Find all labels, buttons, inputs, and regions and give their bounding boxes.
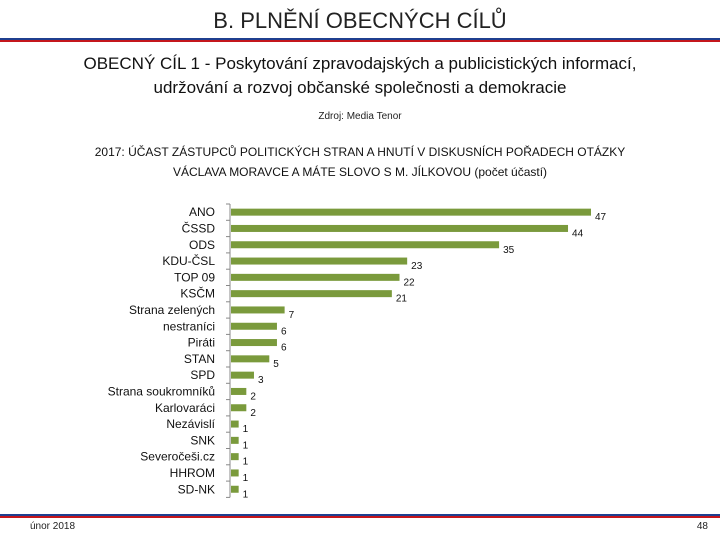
- chart-title: 2017: ÚČAST ZÁSTUPCŮ POLITICKÝCH STRAN A…: [40, 142, 680, 182]
- bar: [231, 485, 239, 493]
- category-label: SD-NK: [178, 482, 215, 496]
- goal-line-2: udržování a rozvoj občanské společnosti …: [153, 78, 567, 97]
- bar: [231, 404, 247, 412]
- header-rule-blue: [0, 38, 720, 40]
- value-label: 1: [243, 457, 249, 468]
- value-label: 2: [250, 391, 256, 402]
- footer-date: únor 2018: [30, 521, 76, 532]
- chart-title-line-1: 2017: ÚČAST ZÁSTUPCŮ POLITICKÝCH STRAN A…: [94, 145, 626, 159]
- category-label: Nezávislí: [166, 417, 215, 431]
- category-label: Strana soukromníků: [108, 384, 215, 398]
- value-label: 23: [411, 261, 423, 272]
- bar: [231, 322, 277, 330]
- category-label: SNK: [190, 433, 215, 447]
- category-label: TOP 09: [174, 270, 215, 284]
- category-label: SPD: [190, 368, 215, 382]
- value-label: 35: [503, 245, 515, 256]
- category-label: KDU-ČSL: [162, 253, 215, 268]
- value-label: 2: [250, 408, 256, 419]
- bar: [231, 420, 239, 428]
- value-label: 1: [243, 473, 249, 484]
- bar: [231, 306, 285, 314]
- category-label: KSČM: [180, 286, 215, 301]
- value-label: 3: [258, 375, 264, 386]
- value-label: 6: [281, 343, 287, 354]
- category-label: Severočeši.cz: [140, 450, 215, 464]
- category-label: Piráti: [188, 336, 215, 350]
- slide-title: B. PLNĚNÍ OBECNÝCH CÍLŮ: [213, 8, 507, 33]
- page-number: 48: [696, 521, 708, 532]
- value-label: 7: [289, 310, 295, 321]
- category-label: Karlovaráci: [155, 401, 215, 415]
- bar: [231, 208, 591, 216]
- goal-line-1: OBECNÝ CÍL 1 - Poskytování zpravodajskýc…: [83, 54, 637, 73]
- value-label: 1: [243, 440, 249, 451]
- bar: [231, 290, 392, 298]
- goal-heading: OBECNÝ CÍL 1 - Poskytování zpravodajskýc…: [30, 52, 690, 100]
- bar: [231, 371, 254, 379]
- bar: [231, 469, 239, 477]
- value-label: 22: [404, 277, 416, 288]
- value-label: 44: [572, 228, 584, 239]
- value-label: 47: [595, 212, 607, 223]
- source-note: Zdroj: Media Tenor: [318, 111, 402, 122]
- bar: [231, 355, 270, 363]
- category-label: STAN: [184, 352, 215, 366]
- value-label: 21: [396, 294, 408, 305]
- category-label: ČSSD: [182, 220, 216, 235]
- chart-title-line-2: VÁCLAVA MORAVCE A MÁTE SLOVO S M. JÍLKOV…: [172, 165, 548, 179]
- value-label: 1: [243, 424, 249, 435]
- footer-rule-blue: [0, 514, 720, 516]
- value-label: 1: [243, 489, 249, 500]
- category-label: Strana zelených: [129, 303, 215, 317]
- header-rule-red: [0, 40, 720, 42]
- bar: [231, 257, 408, 265]
- bar: [231, 387, 247, 395]
- category-label: nestraníci: [163, 319, 215, 333]
- bar: [231, 224, 569, 232]
- bar: [231, 241, 500, 249]
- bar: [231, 453, 239, 461]
- category-label: HHROM: [170, 466, 215, 480]
- bar: [231, 436, 239, 444]
- category-label: ANO: [189, 205, 215, 219]
- value-label: 6: [281, 326, 287, 337]
- bar: [231, 273, 400, 281]
- value-label: 5: [273, 359, 279, 370]
- bar: [231, 339, 277, 347]
- footer-rule-red: [0, 516, 720, 518]
- category-label: ODS: [189, 238, 215, 252]
